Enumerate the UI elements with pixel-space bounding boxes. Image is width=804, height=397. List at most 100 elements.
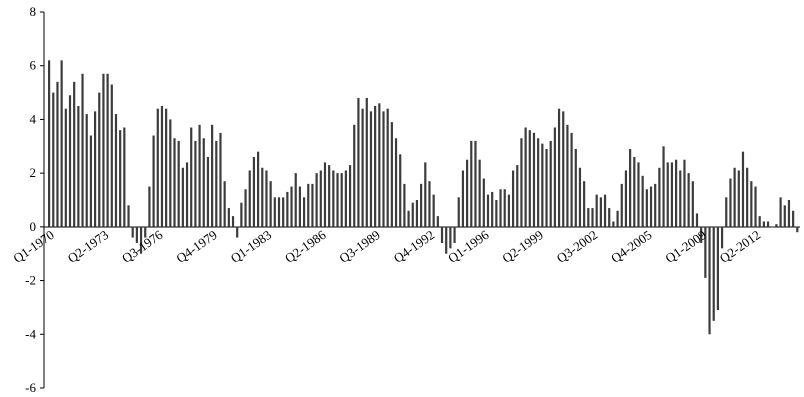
bar <box>470 140 473 227</box>
bar <box>520 138 523 227</box>
bar <box>411 202 414 227</box>
bar <box>277 197 281 227</box>
bar <box>223 181 226 227</box>
bar <box>687 173 690 227</box>
bar <box>307 183 310 227</box>
bar <box>428 181 431 227</box>
bar <box>344 170 347 227</box>
bar <box>570 132 573 227</box>
bar <box>169 119 172 227</box>
x-tick-label: Q3-1976 <box>119 227 166 266</box>
bar <box>436 216 439 227</box>
bar <box>185 162 189 227</box>
bar <box>286 191 289 227</box>
bar <box>583 181 586 227</box>
bar <box>81 73 84 227</box>
bar <box>420 183 423 227</box>
bar <box>466 159 469 227</box>
bar <box>720 226 724 249</box>
x-tick-label: Q4-2005 <box>608 227 654 266</box>
bar <box>215 140 218 227</box>
bar <box>691 181 694 227</box>
bar <box>725 197 728 227</box>
x-tick-label: Q1-1983 <box>228 227 274 266</box>
bar <box>654 183 657 227</box>
bar <box>683 159 686 227</box>
bar <box>369 111 373 227</box>
bar <box>516 165 519 227</box>
y-tick-label: -6 <box>25 380 36 395</box>
bar <box>670 162 674 227</box>
bar <box>511 170 515 227</box>
bar <box>595 194 598 227</box>
bar <box>152 135 155 227</box>
x-tick-label: Q2-1999 <box>499 227 545 266</box>
bar <box>553 127 556 227</box>
bar <box>119 130 122 227</box>
bar <box>194 140 197 227</box>
bar <box>695 213 699 227</box>
bar <box>332 170 335 227</box>
bar <box>269 181 272 227</box>
bar <box>608 208 611 227</box>
bar <box>440 226 444 243</box>
x-tick-label: Q4-1979 <box>173 227 219 266</box>
x-tick-label: Q1-1996 <box>445 227 492 266</box>
y-tick-label: 8 <box>30 4 37 19</box>
bar <box>394 138 398 227</box>
bar <box>206 157 210 227</box>
bar <box>424 162 427 227</box>
bar <box>649 186 653 227</box>
bar <box>173 138 176 227</box>
bar <box>637 162 640 227</box>
bar <box>587 208 590 227</box>
bar <box>729 178 732 227</box>
bar <box>56 81 59 227</box>
x-tick-label: Q1-2009 <box>662 227 708 266</box>
bar <box>537 138 540 227</box>
bar <box>779 197 782 227</box>
bar <box>449 226 452 249</box>
bar <box>102 73 105 227</box>
bar <box>98 92 101 227</box>
bar <box>766 221 770 227</box>
bar <box>482 178 485 227</box>
bar <box>386 108 389 227</box>
bar <box>532 132 536 227</box>
y-tick-label: 2 <box>30 165 37 180</box>
bar <box>541 143 544 227</box>
bar <box>361 108 364 227</box>
y-tick-label: 0 <box>30 219 37 234</box>
bar <box>148 186 151 227</box>
bar <box>89 135 92 227</box>
x-tick-label: Q2-1986 <box>282 227 329 266</box>
x-ticks: Q1-1970 Q2-1973 Q3-1976 Q4-1979 Q1-1983 Q2-19… <box>10 227 763 266</box>
bar <box>796 226 799 233</box>
bar <box>85 114 88 227</box>
bar <box>495 200 498 227</box>
bar <box>633 157 636 227</box>
bar <box>562 111 565 227</box>
bar <box>566 124 569 227</box>
bar <box>298 186 301 227</box>
bar <box>73 81 76 227</box>
bar <box>737 170 740 227</box>
bar <box>248 170 251 227</box>
bar <box>557 108 561 227</box>
bar <box>750 181 753 227</box>
bar <box>549 140 552 227</box>
bar <box>68 95 72 227</box>
bar <box>353 124 356 227</box>
bar <box>700 226 703 243</box>
bar <box>190 127 193 227</box>
bar <box>775 224 778 227</box>
bar <box>165 108 168 227</box>
bars <box>48 60 799 335</box>
bar <box>792 210 795 227</box>
y-tick-label: -4 <box>25 326 36 341</box>
bar <box>629 148 632 227</box>
bar <box>60 60 63 227</box>
bar <box>528 130 531 227</box>
bar <box>787 200 791 227</box>
bar <box>211 124 214 227</box>
